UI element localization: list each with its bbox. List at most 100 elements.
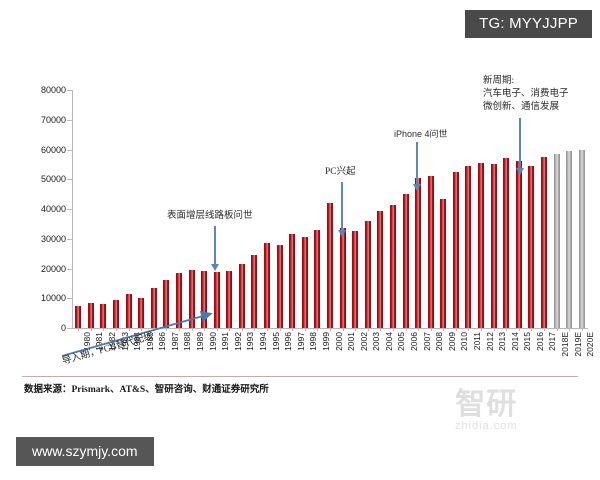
tg-watermark-tag: TG: MYYJJPP [465, 10, 592, 38]
y-axis-tick-mark [67, 209, 72, 210]
source-note: 数据来源：Prismark、AT&S、智研咨询、财通证券研究所 [24, 385, 269, 395]
plot-area [72, 90, 588, 328]
bar [427, 176, 434, 328]
bar [276, 244, 283, 328]
x-axis-tick-mark [481, 328, 483, 331]
bar [163, 280, 170, 328]
bar [490, 164, 497, 328]
site-watermark-tag: www.szymjy.com [16, 437, 154, 466]
bar [201, 271, 208, 328]
x-axis-tick-label: 2017 [547, 332, 558, 351]
bar [226, 270, 233, 328]
x-axis-tick-mark [493, 328, 495, 331]
bar [213, 272, 220, 328]
x-axis-tick-mark [455, 328, 457, 331]
x-axis-tick-mark [141, 328, 143, 331]
bar [402, 194, 409, 328]
bar [100, 303, 107, 328]
y-axis-tick-mark [67, 328, 72, 329]
bar [389, 204, 396, 328]
y-axis-tick-label: 10000 [40, 293, 66, 304]
x-axis-tick-mark [267, 328, 269, 331]
chart-container: 0 10000 20000 30000 40000 50000 60000 70000 8000… [0, 60, 600, 432]
x-axis-tick-label: 2005 [396, 332, 407, 351]
x-axis-tick-label: 1993 [245, 332, 256, 351]
x-axis-tick-mark [443, 328, 445, 331]
annotation-new-cycle-line3: 微创新、通信发展 [483, 102, 560, 112]
x-axis-tick-mark [330, 328, 331, 331]
x-axis-tick-label: 2007 [421, 332, 432, 351]
x-axis-tick-mark [380, 328, 382, 331]
bar [503, 158, 510, 328]
x-axis-tick-label: 2000 [333, 332, 344, 351]
x-axis-tick-label: 1994 [257, 332, 268, 351]
bar [540, 156, 547, 328]
x-axis-tick-mark [128, 328, 130, 331]
x-axis-tick-label: 2020E [585, 332, 596, 357]
bar [289, 234, 296, 328]
x-axis-tick-label: 2004 [383, 332, 394, 351]
bar [113, 299, 120, 328]
annotation-pc-rise-arrow-head [338, 230, 346, 237]
x-axis-tick-mark [506, 328, 508, 331]
bar [578, 149, 585, 328]
x-axis-tick-mark [430, 328, 432, 331]
y-axis-tick-mark [67, 179, 72, 181]
annotation-new-cycle-line1: 新周期: [483, 76, 515, 86]
bar [75, 305, 82, 328]
bar [377, 210, 384, 328]
x-axis-tick-mark [229, 328, 231, 331]
bar [87, 302, 94, 328]
x-axis-tick-label: 1992 [232, 332, 243, 351]
bar [440, 198, 447, 328]
x-axis-tick-mark [279, 328, 281, 331]
bar [125, 293, 132, 328]
x-axis-tick-label: 2015 [522, 332, 533, 351]
annotation-new-cycle-arrow-stem [519, 118, 521, 170]
y-axis-tick-label: 40000 [40, 204, 66, 214]
x-axis-tick-mark [116, 328, 118, 331]
bar-series [72, 90, 588, 328]
x-axis-tick-mark [468, 328, 470, 331]
y-axis-tick-label: 0 [60, 323, 66, 333]
bar [150, 287, 157, 328]
x-axis-tick-label: 1996 [283, 332, 294, 351]
x-axis-tick-label: 2018E [560, 332, 571, 357]
bar [175, 272, 182, 328]
y-axis-tick-mark [67, 119, 72, 121]
bar [415, 177, 422, 328]
annotation-iphone4-label: iPhone 4问世 [394, 129, 448, 139]
x-axis-tick-label: 2012 [484, 332, 495, 351]
y-axis-tick-label: 80000 [40, 85, 66, 95]
x-axis-tick-label: 1998 [308, 332, 319, 351]
annotation-buildup-pcb-arrow-stem [214, 226, 216, 266]
x-axis-tick-label: 2010 [459, 332, 470, 351]
x-axis-tick-label: 1995 [270, 332, 281, 351]
x-axis-tick-mark [254, 328, 256, 331]
bar [327, 203, 333, 328]
x-axis-tick-label: 2001 [346, 332, 357, 351]
bar [264, 243, 271, 328]
x-axis-tick-label: 2013 [497, 332, 508, 351]
x-axis-tick-mark [518, 328, 520, 331]
bar [528, 165, 535, 328]
x-axis-tick-label: 2006 [409, 332, 419, 351]
y-axis-tick-mark [67, 238, 72, 240]
x-axis-tick-mark [317, 328, 319, 331]
x-axis-tick-mark [405, 328, 407, 331]
x-axis-tick-mark [90, 328, 92, 331]
source-divider [22, 376, 578, 377]
diagonal-arrow-icon [61, 310, 213, 357]
bar [138, 297, 145, 328]
bar [515, 161, 522, 328]
x-axis-tick-mark [418, 328, 420, 331]
x-axis-tick-label: 2003 [371, 332, 382, 351]
bar [364, 220, 371, 328]
x-axis-tick-mark [543, 328, 545, 331]
y-axis-tick-label: 20000 [40, 263, 66, 274]
x-axis-tick-mark [581, 328, 583, 331]
annotation-iphone4-arrow-stem [416, 142, 418, 186]
y-axis-tick-mark [67, 149, 72, 151]
y-axis-tick-label: 70000 [40, 114, 66, 125]
